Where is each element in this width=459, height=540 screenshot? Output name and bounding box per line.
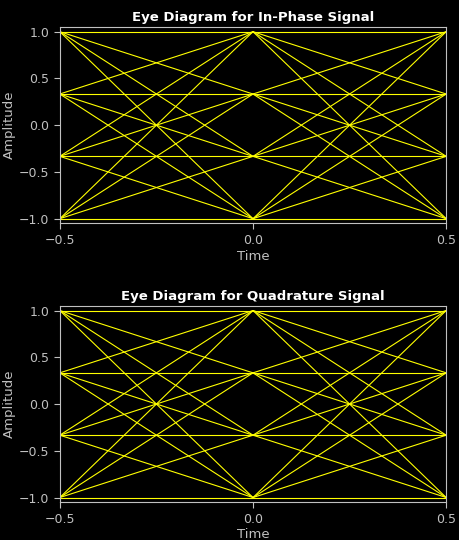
X-axis label: Time: Time [236, 529, 269, 540]
X-axis label: Time: Time [236, 249, 269, 262]
Y-axis label: Amplitude: Amplitude [3, 91, 16, 159]
Title: Eye Diagram for Quadrature Signal: Eye Diagram for Quadrature Signal [121, 291, 384, 303]
Y-axis label: Amplitude: Amplitude [3, 370, 16, 438]
Title: Eye Diagram for In-Phase Signal: Eye Diagram for In-Phase Signal [132, 11, 373, 24]
